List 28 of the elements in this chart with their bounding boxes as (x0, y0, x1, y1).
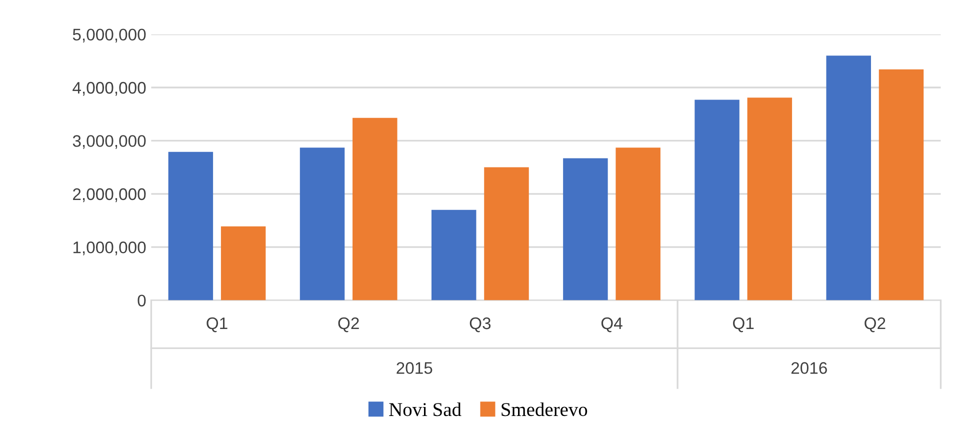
x-tick-label: Q1 (733, 317, 754, 332)
text: 2015 (396, 362, 432, 374)
bar (431, 210, 476, 300)
bar (220, 226, 266, 300)
bar (168, 152, 214, 300)
y-tick-label: 4,000,000 (72, 82, 146, 96)
y-tick-label: 3,000,000 (72, 135, 146, 149)
x-tick-label: Q2 (338, 317, 359, 332)
bar (352, 118, 398, 300)
bar (616, 148, 660, 300)
bar (878, 69, 924, 300)
legend-label: Smederevo (502, 402, 588, 416)
x-tick-label: Q2 (864, 317, 886, 332)
y-tick-label: 0 (138, 294, 146, 307)
legend-label: Novi Sad (389, 402, 462, 416)
bar (694, 100, 740, 300)
y-tick-label: 1,000,000 (73, 242, 146, 256)
x-tick-label: Q1 (206, 317, 228, 332)
bar (747, 98, 792, 300)
bar (300, 148, 345, 300)
x-tick-label: Q4 (601, 317, 622, 332)
bar (563, 158, 608, 300)
y-tick-label: 5,000,000 (72, 28, 146, 42)
bar (484, 167, 529, 300)
text: 2016 (791, 362, 827, 374)
y-tick-label: 2,000,000 (73, 188, 146, 202)
bar (826, 56, 871, 300)
x-tick-label: Q3 (470, 317, 491, 332)
